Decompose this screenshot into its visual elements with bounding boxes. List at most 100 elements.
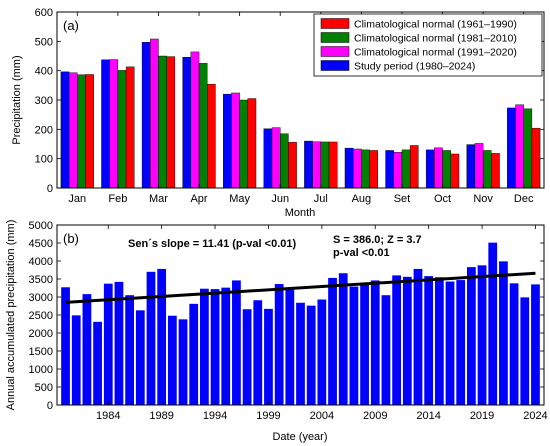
legend-swatch-1981-2010	[320, 32, 350, 43]
bar-feb-study-period-1980-2024	[101, 59, 110, 189]
x-tick-label-dec: Dec	[514, 193, 534, 205]
bar-dec-climatological-normal-1991-2020	[515, 104, 524, 189]
bar-aug-climatological-normal-1981-2010	[361, 149, 370, 189]
x-tick-label-1989: 1989	[149, 410, 173, 422]
mann-kendall-annotation: S = 386.0; Z = 3.7	[333, 234, 422, 246]
legend-label-1981-2010: Climatological normal (1981–2010)	[354, 33, 517, 45]
bar-apr-study-period-1980-2024	[182, 56, 192, 189]
bar-jan-climatological-normal-1981-2010	[77, 74, 86, 189]
bar-jun-climatological-normal-1991-2020	[271, 127, 281, 189]
bar-set-climatological-normal-1991-2020	[393, 152, 403, 189]
x-tick-label-2024: 2024	[523, 410, 547, 422]
bar-1980	[61, 287, 70, 405]
x-tick-label-aug: Aug	[352, 193, 372, 205]
y-tick-label-200: 200	[35, 124, 53, 136]
y-tick-label-500: 500	[35, 36, 53, 48]
bar-oct-climatological-normal-1981-2010	[442, 150, 451, 189]
y-tick-label-5000: 5000	[29, 220, 53, 232]
y-tick-label-300: 300	[35, 95, 53, 107]
bar-1983	[93, 321, 102, 405]
y-tick-label-3500: 3500	[29, 274, 53, 286]
panel-b-y-axis-label: Annual accumulated precipitation (mm)	[5, 220, 17, 411]
bar-jul-study-period-1980-2024	[304, 140, 313, 189]
panel-a-frame	[56, 11, 545, 189]
bar-2021	[499, 261, 508, 405]
bar-2001	[285, 288, 295, 405]
panel-a-y-axis-label: Precipitation (mm)	[11, 55, 23, 144]
y-tick-label-400: 400	[35, 66, 53, 78]
bar-apr-climatological-normal-1981-2010	[198, 63, 208, 189]
bar-2000	[274, 284, 284, 405]
x-tick-label-set: Set	[394, 193, 411, 205]
bar-1989	[157, 268, 167, 405]
legend-label-1991-2020: Climatological normal (1991–2020)	[354, 47, 517, 59]
monthly-precipitation-panel: Jan Feb Mar Apr May Jun Jul Aug Set Oct Nov Dec 0 100…	[11, 7, 545, 219]
bar-oct-climatological-normal-1991-2020	[434, 147, 443, 189]
x-tick-label-2019: 2019	[470, 410, 494, 422]
y-tick-label-500: 500	[35, 382, 53, 394]
bar-2023	[520, 297, 530, 405]
bar-2011	[392, 275, 401, 405]
legend-swatch-1991-2020	[320, 46, 350, 57]
y-tick-label-4000: 4000	[29, 256, 53, 268]
y-tick-label-1000: 1000	[29, 364, 53, 376]
bar-2014	[424, 276, 434, 405]
panel-a-axes: Jan Feb Mar Apr May Jun Jul Aug Set Oct Nov Dec 0 100…	[35, 7, 544, 205]
legend-label-1961-1990: Climatological normal (1961–1990)	[354, 19, 517, 31]
y-tick-label-0: 0	[47, 400, 53, 412]
bar-dec-study-period-1980-2024	[507, 107, 516, 189]
bar-1998	[253, 300, 263, 405]
bar-2013	[413, 268, 423, 405]
bar-2009	[370, 280, 380, 405]
bar-set-climatological-normal-1981-2010	[401, 149, 411, 189]
panel-a-label: (a)	[63, 18, 79, 33]
bar-2015	[434, 277, 444, 405]
y-tick-label-0: 0	[47, 183, 53, 195]
bar-2006	[338, 273, 348, 405]
panel-b-frame	[56, 224, 545, 406]
y-tick-label-2500: 2500	[29, 310, 53, 322]
bar-apr-climatological-normal-1961-1990	[207, 83, 216, 189]
bar-2003	[306, 305, 316, 405]
legend-label-study-period: Study period (1980–2024)	[354, 61, 475, 73]
bar-jan-climatological-normal-1961-1990	[85, 74, 94, 189]
bar-1986	[125, 295, 135, 405]
bar-1990	[167, 315, 177, 405]
panel-b-bars	[61, 242, 540, 405]
legend-swatch-1961-1990	[320, 18, 350, 29]
y-tick-label-1500: 1500	[29, 346, 53, 358]
x-tick-label-may: May	[229, 193, 250, 205]
x-tick-label-1984: 1984	[96, 410, 120, 422]
bar-aug-study-period-1980-2024	[344, 147, 354, 189]
bar-apr-climatological-normal-1991-2020	[190, 51, 200, 189]
bar-1982	[82, 294, 92, 405]
bar-oct-study-period-1980-2024	[425, 149, 435, 189]
bar-1984	[103, 283, 113, 405]
bar-2010	[381, 295, 391, 405]
bar-1993	[200, 288, 209, 405]
bar-mar-climatological-normal-1991-2020	[150, 38, 159, 189]
bar-may-study-period-1980-2024	[223, 93, 232, 189]
x-tick-label-2004: 2004	[310, 410, 334, 422]
bar-1991	[178, 319, 188, 405]
bar-2007	[349, 286, 359, 405]
bar-nov-study-period-1980-2024	[466, 144, 476, 189]
bar-aug-climatological-normal-1961-1990	[369, 150, 378, 189]
bar-feb-climatological-normal-1961-1990	[125, 66, 135, 189]
bar-1981	[71, 315, 81, 405]
y-tick-label-2000: 2000	[29, 328, 53, 340]
bar-jun-study-period-1980-2024	[263, 128, 273, 189]
bar-set-study-period-1980-2024	[385, 150, 394, 189]
bar-1995	[221, 287, 231, 405]
bar-dec-climatological-normal-1961-1990	[531, 127, 541, 189]
bar-2018	[466, 267, 476, 405]
bar-jul-climatological-normal-1961-1990	[328, 141, 338, 189]
bar-2005	[328, 277, 337, 405]
x-tick-label-1994: 1994	[203, 410, 227, 422]
panel-a-x-axis-label: Month	[285, 207, 316, 219]
bar-2022	[509, 283, 519, 405]
x-tick-label-1999: 1999	[256, 410, 280, 422]
y-tick-label-600: 600	[35, 7, 53, 19]
panel-b-x-axis-label: Date (year)	[272, 431, 327, 443]
